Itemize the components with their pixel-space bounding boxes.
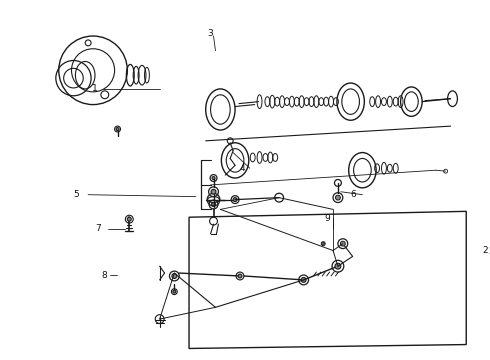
Text: 1: 1 — [92, 84, 98, 93]
Text: 8: 8 — [101, 270, 107, 279]
Circle shape — [233, 198, 237, 202]
Text: 7: 7 — [95, 225, 101, 234]
Text: 2: 2 — [488, 247, 490, 256]
Circle shape — [212, 176, 215, 180]
Circle shape — [341, 241, 345, 246]
Text: 4: 4 — [239, 164, 245, 173]
Circle shape — [172, 274, 177, 278]
Text: 9: 9 — [324, 214, 330, 223]
Text: 2: 2 — [482, 246, 488, 255]
Circle shape — [321, 242, 325, 246]
Circle shape — [301, 278, 306, 282]
Text: 6: 6 — [351, 190, 356, 199]
Circle shape — [127, 217, 131, 221]
Circle shape — [335, 263, 341, 269]
Text: 3: 3 — [208, 28, 214, 37]
Circle shape — [336, 195, 341, 200]
Circle shape — [211, 189, 216, 194]
Circle shape — [116, 127, 119, 131]
Text: 5: 5 — [74, 190, 79, 199]
Circle shape — [238, 274, 242, 278]
Circle shape — [173, 290, 176, 293]
Circle shape — [212, 203, 216, 206]
